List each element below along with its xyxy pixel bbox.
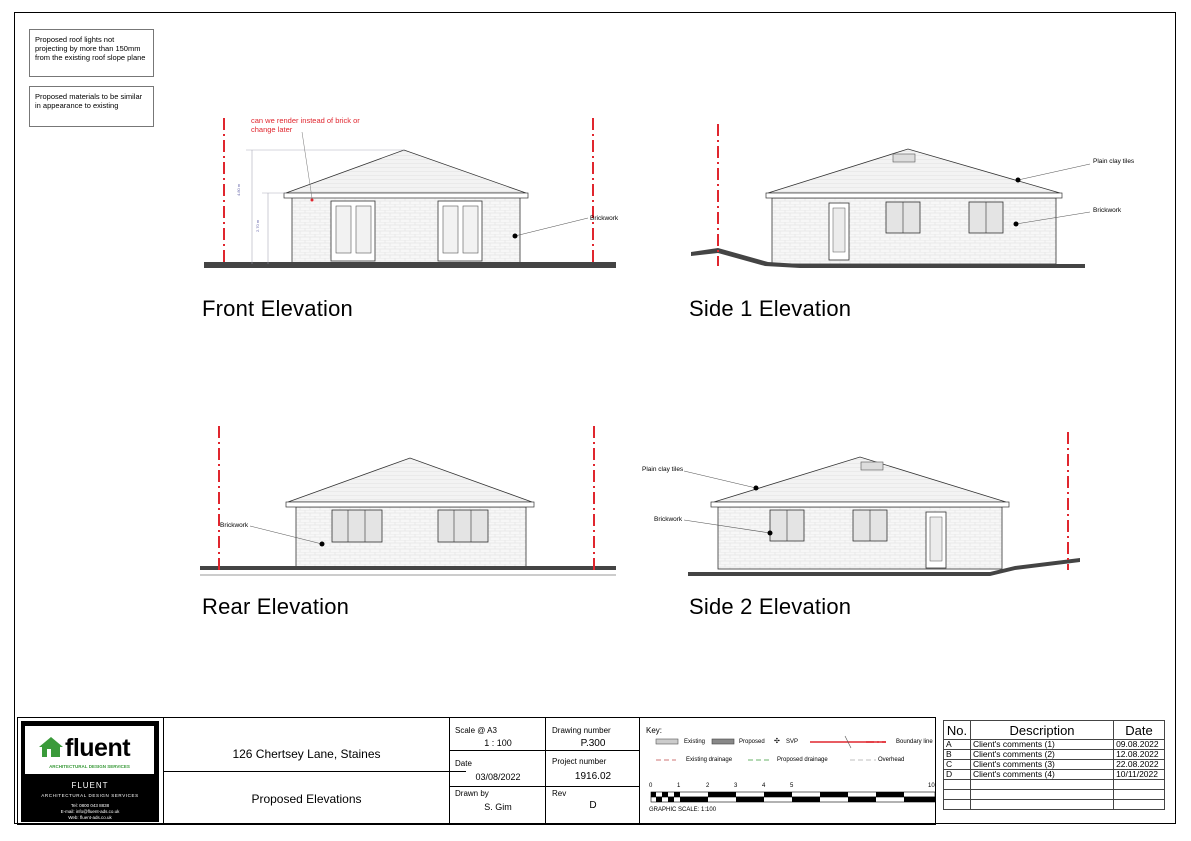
rear-elevation bbox=[200, 426, 616, 576]
project-address: 126 Chertsey Lane, Staines bbox=[232, 747, 381, 761]
front-door-left bbox=[330, 200, 376, 262]
drawing-number: P.300 bbox=[580, 738, 606, 749]
sheet-title-cell: Proposed Elevations bbox=[163, 772, 466, 825]
front-elevation-title: Front Elevation bbox=[202, 296, 353, 321]
table-row: A Client's comments (1) 09.08.2022 bbox=[943, 739, 1165, 750]
table-row: D Client's comments (4) 10/11/2022 bbox=[943, 769, 1165, 780]
table-row bbox=[943, 779, 1165, 790]
svp-icon: ✣ bbox=[774, 738, 780, 745]
house-icon bbox=[39, 737, 63, 757]
table-row bbox=[943, 789, 1165, 800]
rev-header-description: Description bbox=[969, 720, 1115, 740]
scale-value: 1 : 100 bbox=[484, 738, 512, 748]
key-symbols bbox=[650, 735, 936, 803]
side2-elevation bbox=[683, 432, 1080, 576]
side1-roof-label: Plain clay tiles bbox=[1093, 158, 1135, 165]
note-materials: Proposed materials to be similar in appe… bbox=[29, 86, 154, 127]
front-elevation bbox=[204, 118, 616, 268]
project-number: 1916.02 bbox=[574, 771, 612, 782]
drawn-by-value: S. Gim bbox=[484, 802, 512, 812]
address-cell: 126 Chertsey Lane, Staines bbox=[163, 718, 466, 772]
front-dim-overall: 4.80 m bbox=[236, 183, 241, 196]
sheet-title: Proposed Elevations bbox=[251, 792, 362, 806]
revision-table: No. Description Date A Client's comments … bbox=[943, 720, 1165, 810]
table-row bbox=[943, 799, 1165, 810]
front-dim-eaves: 2.70 m bbox=[255, 219, 260, 232]
side2-brickwork-label: Brickwork bbox=[654, 516, 683, 523]
rev-value: D bbox=[589, 800, 597, 811]
rear-brickwork-label: Brickwork bbox=[220, 522, 249, 529]
rev-header-date: Date bbox=[1113, 720, 1165, 740]
rear-elevation-title: Rear Elevation bbox=[202, 594, 350, 619]
meta-col-1: Scale @ A3 1 : 100 Date 03/08/2022 Drawn… bbox=[449, 718, 546, 825]
front-comment: can we render instead of brick or change… bbox=[251, 116, 360, 134]
side1-elevation bbox=[691, 124, 1091, 268]
drawing-frame bbox=[14, 12, 1176, 824]
date-value: 03/08/2022 bbox=[475, 772, 521, 782]
meta-col-2: Drawing number P.300 Project number 1916… bbox=[545, 718, 640, 825]
rev-header-no: No. bbox=[943, 720, 971, 740]
table-row: B Client's comments (2) 12.08.2022 bbox=[943, 749, 1165, 760]
side2-roof-label: Plain clay tiles bbox=[642, 466, 684, 473]
front-brickwork-label: Brickwork bbox=[590, 215, 619, 222]
front-door-right bbox=[437, 200, 483, 262]
table-row: C Client's comments (3) 22.08.2022 bbox=[943, 759, 1165, 770]
note-roof-lights: Proposed roof lights not projecting by m… bbox=[29, 29, 154, 77]
title-block: fluent ARCHITECTURAL DESIGN SERVICES FLU… bbox=[17, 717, 936, 825]
side1-brickwork-label: Brickwork bbox=[1093, 207, 1122, 214]
graphic-scale-caption: GRAPHIC SCALE: 1:100 bbox=[649, 807, 717, 813]
company-logo: fluent ARCHITECTURAL DESIGN SERVICES FLU… bbox=[21, 721, 159, 822]
side1-elevation-title: Side 1 Elevation bbox=[689, 296, 852, 321]
side2-elevation-title: Side 2 Elevation bbox=[689, 594, 852, 619]
key-panel: Key: Existing Proposed ✣ bbox=[639, 718, 936, 825]
